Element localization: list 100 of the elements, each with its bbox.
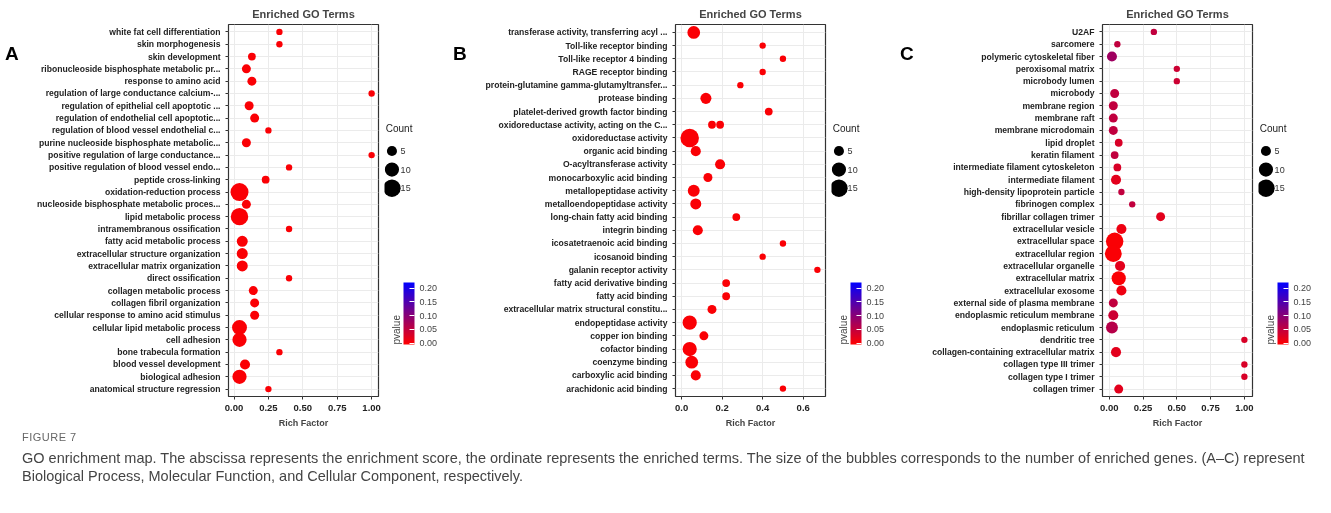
y-tick-label: direct ossification bbox=[146, 273, 221, 284]
color-bar-label: 0.20 bbox=[866, 283, 885, 294]
y-tick-label: extracellular structure organization bbox=[76, 248, 221, 259]
color-bar-label: 0.00 bbox=[1293, 338, 1312, 349]
y-tick-label: metalloendopeptidase activity bbox=[544, 198, 668, 209]
text: A bbox=[5, 42, 19, 66]
x-tick-label: 0.25 bbox=[259, 401, 279, 413]
legend-title: Count bbox=[1259, 123, 1287, 135]
y-tick-label: skin morphogenesis bbox=[136, 39, 221, 50]
y-tick-label: intermediate filament bbox=[1008, 174, 1095, 185]
y-tick-label: biological adhesion bbox=[140, 371, 221, 382]
y-tick-label: external side of plasma membrane bbox=[953, 297, 1095, 308]
y-tick-label: fatty acid metabolic process bbox=[104, 236, 221, 247]
y-tick-label: microbody bbox=[1050, 88, 1095, 99]
y-tick-label: collagen fibril organization bbox=[111, 297, 221, 308]
y-tick-label: microbody lumen bbox=[1022, 76, 1095, 87]
text: B bbox=[453, 42, 467, 66]
y-tick-label: keratin filament bbox=[1030, 150, 1095, 161]
text: C bbox=[900, 42, 914, 66]
y-tick-label: extracellular region bbox=[1015, 248, 1095, 259]
y-tick-label: fatty acid binding bbox=[596, 291, 668, 302]
caption: FIGURE 7 bbox=[22, 430, 78, 445]
y-tick-label: lipid droplet bbox=[1045, 137, 1095, 148]
y-tick-label: bone trabecula formation bbox=[117, 347, 221, 358]
color-bar-label: 0.00 bbox=[866, 338, 885, 349]
y-tick-label: lipid metabolic process bbox=[124, 211, 221, 222]
y-tick-label: anatomical structure regression bbox=[89, 384, 221, 395]
x-axis-title: Rich Factor bbox=[278, 417, 329, 428]
y-tick-label: membrane raft bbox=[1034, 113, 1095, 124]
legend-title: Count bbox=[832, 123, 860, 135]
x-tick-label: 0.75 bbox=[1201, 401, 1221, 413]
y-tick-label: U2AF bbox=[1072, 26, 1095, 37]
x-tick-label: 0.0 bbox=[674, 401, 689, 413]
y-tick-label: ribonucleoside bisphosphate metabolic pr... bbox=[40, 63, 221, 74]
text: GO enrichment map. The abscissa represents the enrichment score, the ordinate represents the enriched terms. The size of the bubbles corresponds to the number of enriched genes. (A–C) represent Biological Process, Molecular Function, and Cellular Component, respectively. bbox=[22, 448, 1306, 485]
y-tick-label: endoplasmic reticulum bbox=[1000, 322, 1095, 333]
x-axis-title: Rich Factor bbox=[725, 417, 776, 428]
y-tick-label: collagen type I trimer bbox=[1008, 371, 1096, 382]
y-tick-label: metallopeptidase activity bbox=[565, 185, 668, 196]
x-tick-label: 0.50 bbox=[1167, 401, 1187, 413]
color-bar-label: 0.10 bbox=[419, 310, 438, 321]
color-bar-label: 0.10 bbox=[866, 310, 885, 321]
x-tick-label: 0.00 bbox=[224, 401, 244, 413]
x-tick-label: 0.75 bbox=[327, 401, 348, 413]
y-tick-label: Toll-like receptor binding bbox=[565, 40, 668, 51]
y-tick-label: cofactor binding bbox=[600, 344, 668, 355]
color-bar-title: pvalue bbox=[1264, 314, 1276, 345]
y-tick-label: O-acyltransferase activity bbox=[562, 159, 668, 170]
y-tick-label: oxidation-reduction process bbox=[104, 187, 221, 198]
y-tick-label: response to amino acid bbox=[124, 76, 221, 87]
y-tick-label: membrane region bbox=[1022, 100, 1095, 111]
color-bar-label: 0.15 bbox=[419, 296, 438, 307]
y-tick-label: white fat cell differentiation bbox=[108, 26, 221, 37]
legend-label: 10 bbox=[1274, 164, 1285, 175]
y-tick-label: collagen trimer bbox=[1032, 384, 1096, 395]
y-tick-label: purine nucleoside bisphosphate metabolic... bbox=[39, 137, 221, 148]
y-tick-label: collagen metabolic process bbox=[107, 285, 221, 296]
legend-label: 10 bbox=[400, 164, 411, 175]
y-tick-label: polymeric cytoskeletal fiber bbox=[981, 51, 1096, 62]
y-tick-label: extracellular matrix structural constitu... bbox=[503, 304, 668, 315]
y-tick-label: oxidoreductase activity bbox=[571, 132, 668, 143]
y-tick-label: icosanoid binding bbox=[593, 251, 668, 262]
color-bar-label: 0.10 bbox=[1293, 310, 1312, 321]
y-tick-label: integrin binding bbox=[602, 225, 668, 236]
color-bar-title: pvalue bbox=[390, 314, 402, 345]
color-bar-label: 0.00 bbox=[419, 338, 438, 349]
y-tick-label: protein-glutamine gamma-glutamyltransfer... bbox=[485, 80, 668, 91]
legend-label: 15 bbox=[400, 183, 411, 194]
legend-label: 5 bbox=[847, 145, 853, 156]
legend-label: 10 bbox=[847, 164, 858, 175]
x-tick-label: 0.50 bbox=[293, 401, 313, 413]
y-tick-label: regulation of endothelial cell apoptotic... bbox=[55, 113, 221, 124]
color-bar-label: 0.20 bbox=[1293, 283, 1312, 294]
x-axis-title: Rich Factor bbox=[1152, 417, 1203, 428]
y-tick-label: fibrillar collagen trimer bbox=[1001, 211, 1096, 222]
x-tick-label: 0.00 bbox=[1100, 401, 1119, 413]
y-tick-label: extracellular organelle bbox=[1003, 260, 1095, 271]
y-tick-label: extracellular exosome bbox=[1004, 285, 1095, 296]
y-tick-label: platelet-derived growth factor binding bbox=[513, 106, 668, 117]
y-tick-label: long-chain fatty acid binding bbox=[550, 212, 668, 223]
x-tick-label: 0.2 bbox=[715, 401, 729, 413]
color-bar-label: 0.05 bbox=[866, 324, 885, 335]
y-tick-label: RAGE receptor binding bbox=[572, 66, 668, 77]
y-tick-label: cellular response to amino acid stimulus bbox=[54, 310, 221, 321]
y-tick-label: endoplasmic reticulum membrane bbox=[955, 310, 1095, 321]
y-tick-label: positive regulation of blood vessel endo... bbox=[49, 162, 221, 173]
y-tick-label: regulation of blood vessel endothelial c... bbox=[51, 125, 221, 136]
y-tick-label: organic acid binding bbox=[583, 146, 668, 157]
y-tick-label: icosatetraenoic acid binding bbox=[551, 238, 668, 249]
color-bar-label: 0.15 bbox=[1293, 296, 1312, 307]
y-tick-label: intermediate filament cytoskeleton bbox=[953, 162, 1095, 173]
y-tick-label: sarcomere bbox=[1051, 39, 1095, 50]
y-tick-label: collagen-containing extracellular matrix bbox=[932, 347, 1095, 358]
legend-label: 15 bbox=[1274, 183, 1285, 194]
color-bar-label: 0.05 bbox=[419, 324, 438, 335]
color-bar-title: pvalue bbox=[837, 314, 849, 345]
x-tick-label: 0.6 bbox=[796, 401, 810, 413]
y-tick-label: protease binding bbox=[598, 93, 668, 104]
legend-label: 5 bbox=[400, 145, 406, 156]
color-bar-label: 0.15 bbox=[866, 296, 885, 307]
